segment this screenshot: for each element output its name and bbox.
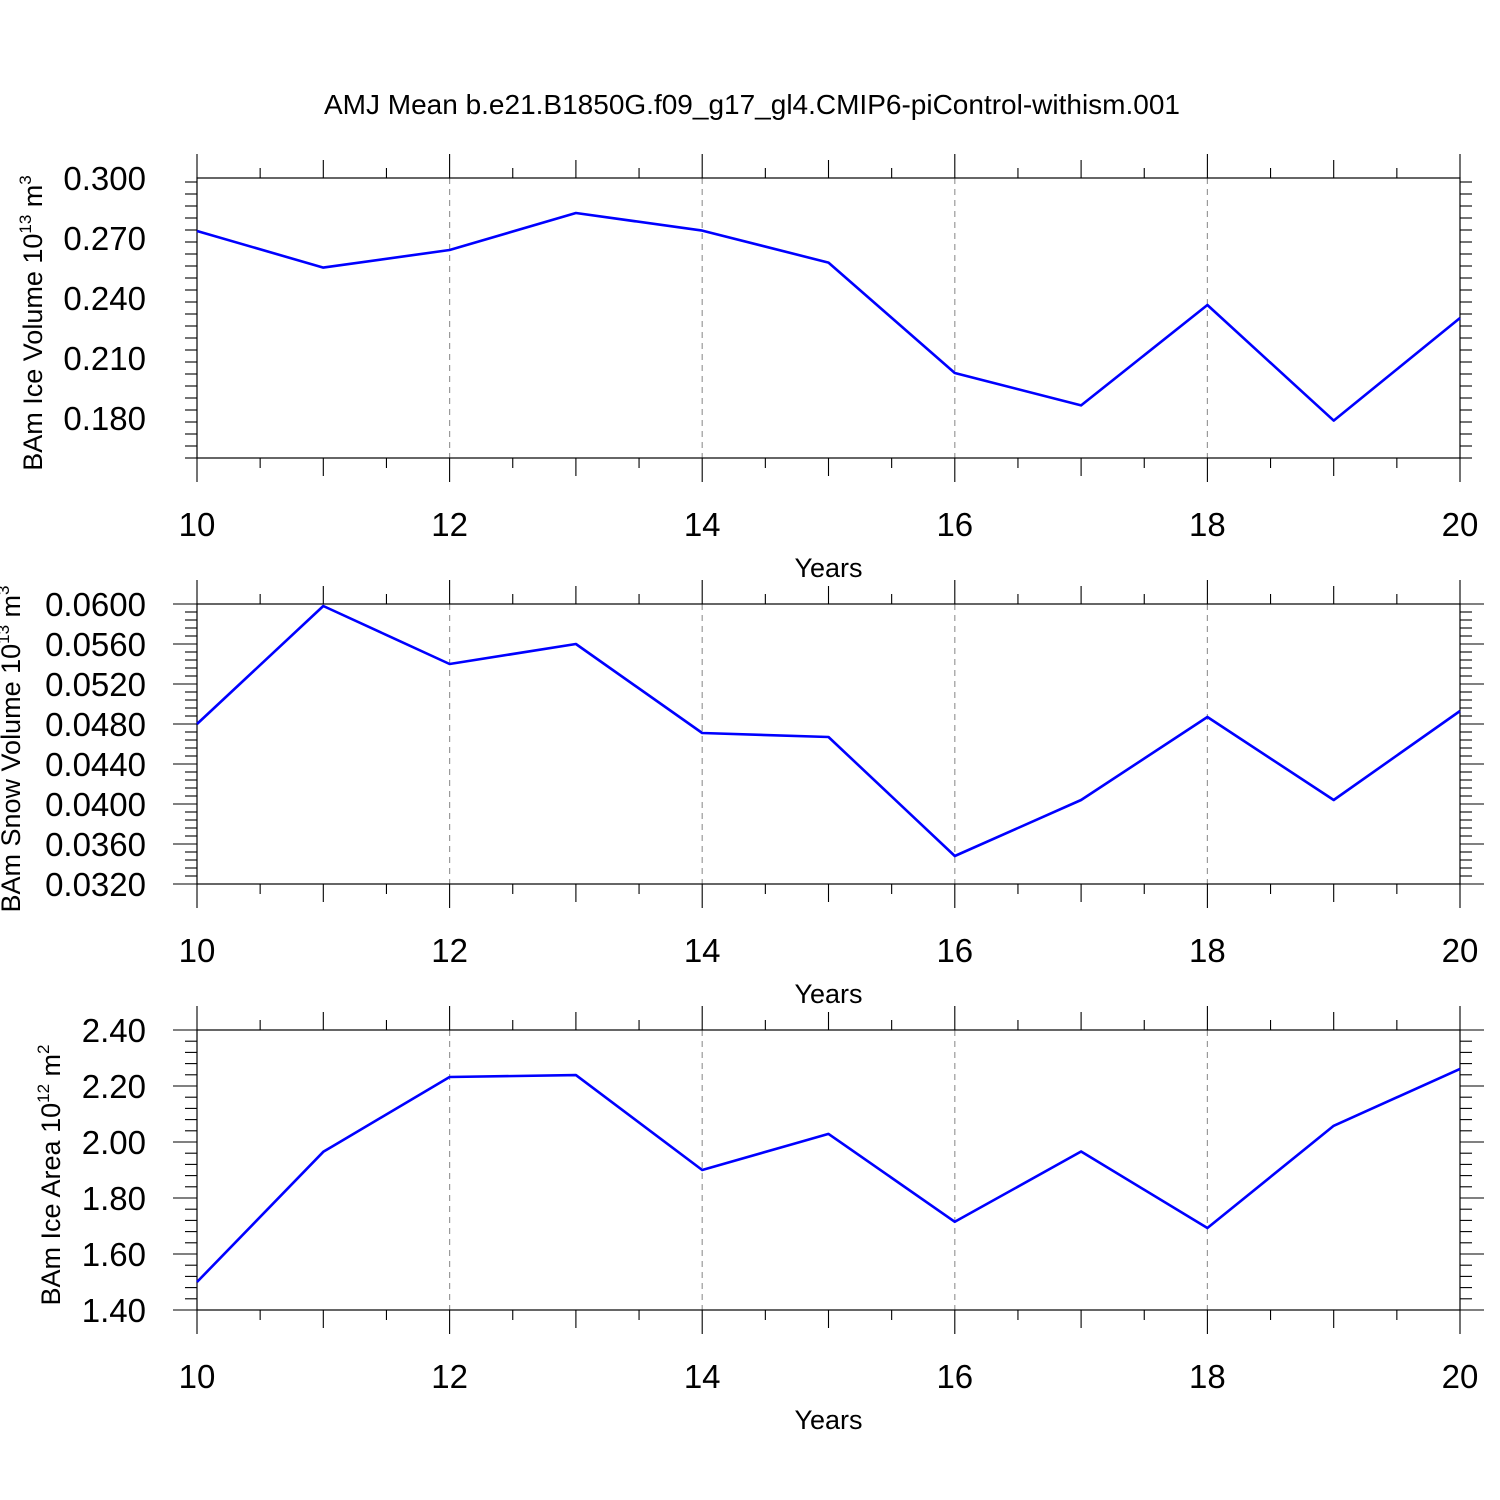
y-axis-title-exponent: 13 xyxy=(0,625,13,644)
x-tick-label: 20 xyxy=(1442,506,1479,543)
x-tick-label: 18 xyxy=(1189,932,1226,969)
x-tick-label: 20 xyxy=(1442,1358,1479,1395)
y-tick-label: 0.0360 xyxy=(45,826,146,863)
x-axis-title: Years xyxy=(794,553,862,583)
y-tick-label: 0.0400 xyxy=(45,786,146,823)
y-axis-title-unit: m xyxy=(36,1054,66,1084)
y-axis-title-unit: m xyxy=(18,185,48,215)
y-tick-label: 0.180 xyxy=(63,400,146,437)
x-tick-label: 12 xyxy=(431,1358,468,1395)
y-tick-label: 1.40 xyxy=(82,1292,146,1329)
y-tick-label: 0.300 xyxy=(63,160,146,197)
series-line xyxy=(196,604,1461,858)
x-tick-label: 12 xyxy=(431,506,468,543)
x-axis-title: Years xyxy=(794,979,862,1009)
x-tick-label: 18 xyxy=(1189,1358,1226,1395)
x-axis-title: Years xyxy=(794,1405,862,1435)
x-tick-label: 16 xyxy=(936,506,973,543)
y-axis-title: BAm Ice Volume 1013 m3 xyxy=(16,175,48,471)
x-tick-label: 16 xyxy=(936,932,973,969)
x-tick-label: 10 xyxy=(179,1358,216,1395)
x-tick-label: 18 xyxy=(1189,506,1226,543)
y-axis-title-unit: m xyxy=(0,595,26,625)
y-tick-label: 2.40 xyxy=(82,1012,146,1049)
y-tick-label: 0.0520 xyxy=(45,666,146,703)
x-tick-label: 20 xyxy=(1442,932,1479,969)
panels: 0.180 0.210 0.240 0.270 0.300 10 12 14 16 18 20 Yea… xyxy=(0,154,1484,1435)
x-tick-label: 14 xyxy=(684,932,721,969)
y-tick-label: 2.20 xyxy=(82,1068,146,1105)
y-axis-title: BAm Snow Volume 1013 m3 xyxy=(0,585,26,912)
y-tick-label: 1.80 xyxy=(82,1180,146,1217)
y-tick-label: 0.0320 xyxy=(45,866,146,903)
plot-frame xyxy=(196,1029,1461,1311)
panel-1: 0.180 0.210 0.240 0.270 0.300 10 12 14 16 18 20 Yea… xyxy=(16,154,1478,583)
y-axis-title: BAm Ice Area 1012 m2 xyxy=(34,1045,66,1306)
panel-3: 1.40 1.60 1.80 2.00 2.20 2.40 10 12 14 16 18 20 Year… xyxy=(34,1006,1484,1435)
x-tick-label: 10 xyxy=(179,506,216,543)
panel-2: 0.03200.03600.04000.04400.04800.05200.05… xyxy=(0,580,1484,1009)
y-axis-title-text: BAm Ice Area 10 xyxy=(36,1103,66,1306)
y-tick-label: 0.240 xyxy=(63,280,146,317)
x-tick-label: 10 xyxy=(179,932,216,969)
x-tick-label: 16 xyxy=(936,1358,973,1395)
y-axis-title-unit-exponent: 3 xyxy=(16,175,35,184)
series-line xyxy=(196,211,1461,422)
y-tick-label: 2.00 xyxy=(82,1124,146,1161)
y-tick-label: 0.210 xyxy=(63,340,146,377)
y-tick-label: 0.0600 xyxy=(45,586,146,623)
plot-frame xyxy=(196,177,1461,459)
y-axis-title-unit-exponent: 2 xyxy=(34,1045,53,1054)
y-axis-title-unit-exponent: 3 xyxy=(0,585,13,594)
y-axis-title-exponent: 13 xyxy=(16,215,35,234)
x-tick-label: 14 xyxy=(684,506,721,543)
x-tick-label: 12 xyxy=(431,932,468,969)
y-tick-label: 0.0480 xyxy=(45,706,146,743)
y-axis-title-text: BAm Ice Volume 10 xyxy=(18,234,48,471)
y-tick-label: 0.270 xyxy=(63,220,146,257)
y-axis-title-text: BAm Snow Volume 10 xyxy=(0,644,26,913)
y-tick-label: 0.0560 xyxy=(45,626,146,663)
series-line xyxy=(196,1067,1461,1283)
y-axis-title-exponent: 12 xyxy=(34,1084,53,1103)
plot-frame xyxy=(196,603,1461,885)
figure-title: AMJ Mean b.e21.B1850G.f09_g17_gl4.CMIP6-… xyxy=(324,89,1180,120)
x-tick-label: 14 xyxy=(684,1358,721,1395)
y-tick-label: 1.60 xyxy=(82,1236,146,1273)
y-tick-label: 0.0440 xyxy=(45,746,146,783)
